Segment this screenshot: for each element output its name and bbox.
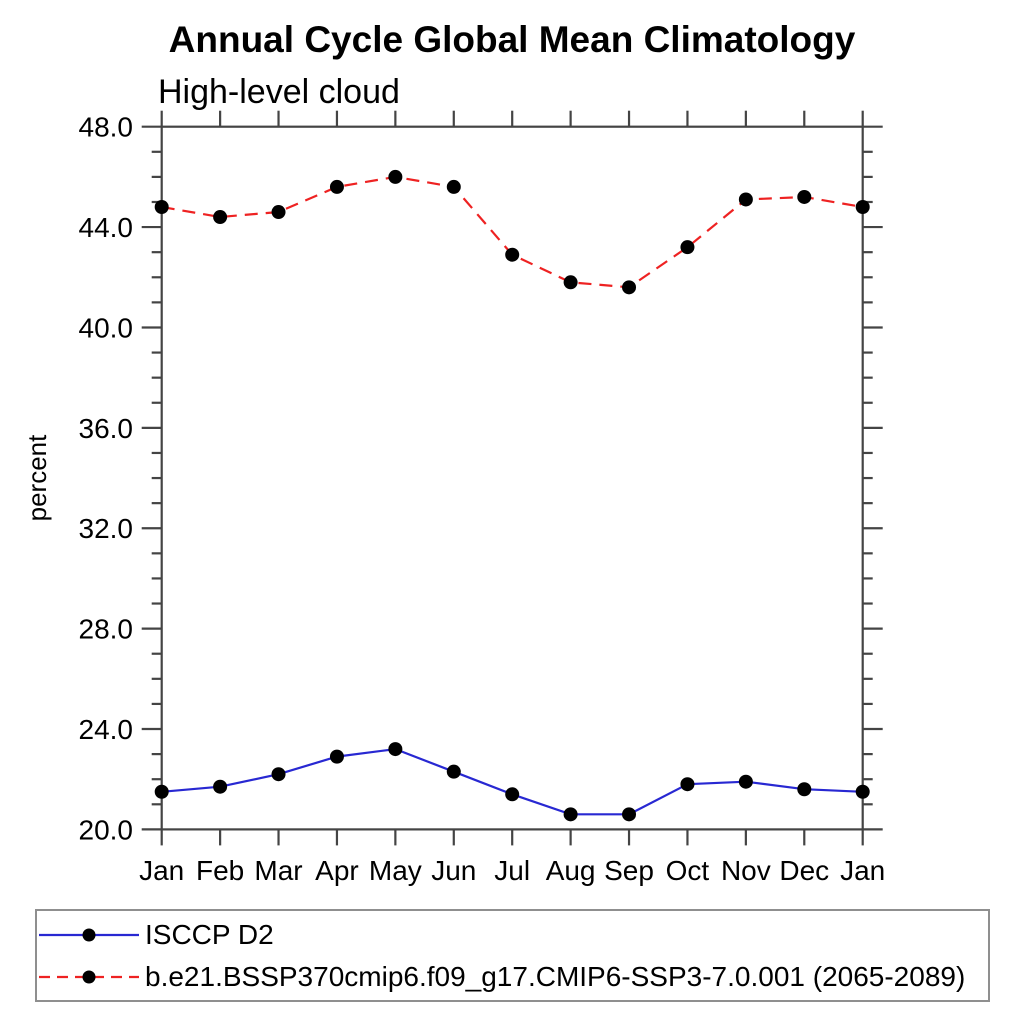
data-point-marker xyxy=(329,179,344,194)
y-tick-label: 20.0 xyxy=(79,814,134,845)
data-point-marker xyxy=(213,779,228,794)
x-tick-label: Jul xyxy=(494,855,530,886)
legend-line-sample xyxy=(39,928,139,941)
data-point-marker xyxy=(154,200,169,215)
chart-title: Annual Cycle Global Mean Climatology xyxy=(169,19,856,60)
legend-item: ISCCP D2 xyxy=(37,914,988,956)
y-tick-label: 48.0 xyxy=(79,112,134,143)
data-point-marker xyxy=(271,767,286,782)
x-tick-label: Mar xyxy=(254,855,302,886)
data-point-marker xyxy=(446,764,461,779)
y-tick-label: 36.0 xyxy=(79,413,134,444)
data-point-marker xyxy=(329,749,344,764)
x-tick-label: Nov xyxy=(721,855,771,886)
data-point-marker xyxy=(622,280,637,295)
y-tick-label: 32.0 xyxy=(79,513,134,544)
data-series xyxy=(154,169,870,822)
legend-line-sample xyxy=(39,970,139,983)
y-tick-label: 24.0 xyxy=(79,714,134,745)
x-tick-label: Feb xyxy=(196,855,244,886)
x-tick-label: Jan xyxy=(139,855,184,886)
data-point-marker xyxy=(563,807,578,822)
data-point-marker xyxy=(855,200,870,215)
data-point-marker xyxy=(680,777,695,792)
data-point-marker xyxy=(855,784,870,799)
x-tick-label: Dec xyxy=(779,855,829,886)
legend-label: ISCCP D2 xyxy=(145,918,274,950)
y-tick-label: 40.0 xyxy=(79,312,134,343)
data-point-marker xyxy=(797,782,812,797)
legend-marker xyxy=(82,928,96,941)
legend: ISCCP D2 b.e21.BSSP370cmip6.f09_g17.CMIP6… xyxy=(35,909,990,1002)
x-tick-label: Sep xyxy=(604,855,654,886)
x-tick-label: Apr xyxy=(315,855,359,886)
data-point-marker xyxy=(213,210,228,225)
data-point-marker xyxy=(154,784,169,799)
legend-label: b.e21.BSSP370cmip6.f09_g17.CMIP6-SSP3-7.… xyxy=(145,960,966,992)
plot-frame xyxy=(160,125,864,831)
x-tick-label: Jun xyxy=(431,855,476,886)
data-point-marker xyxy=(505,247,520,262)
legend-item: b.e21.BSSP370cmip6.f09_g17.CMIP6-SSP3-7.… xyxy=(37,956,988,998)
data-point-marker xyxy=(797,189,812,204)
x-tick-label: Aug xyxy=(546,855,596,886)
data-point-marker xyxy=(738,774,753,789)
data-point-marker xyxy=(388,742,403,757)
data-point-marker xyxy=(680,240,695,255)
data-point-marker xyxy=(271,205,286,220)
axes-frame xyxy=(141,110,883,846)
series-line xyxy=(161,747,863,816)
x-tick-label: May xyxy=(369,855,422,886)
x-tick-label: Oct xyxy=(666,855,710,886)
y-axis-label: percent xyxy=(22,434,52,521)
x-tick-label: Jan xyxy=(840,855,885,886)
data-point-marker xyxy=(388,169,403,184)
y-tick-label: 44.0 xyxy=(79,212,134,243)
data-point-marker xyxy=(622,807,637,822)
data-point-marker xyxy=(563,275,578,290)
data-point-marker xyxy=(505,787,520,802)
data-point-marker xyxy=(446,179,461,194)
chart-subtitle: High-level cloud xyxy=(158,73,400,111)
series-line xyxy=(161,175,863,289)
legend-marker xyxy=(82,970,96,983)
tick-labels: 20.0 24.0 28.0 32.0 36.0 40.0 44.0 48.0 Jan Feb Ma… xyxy=(79,112,886,886)
data-point-marker xyxy=(738,192,753,207)
y-tick-label: 28.0 xyxy=(79,614,134,645)
